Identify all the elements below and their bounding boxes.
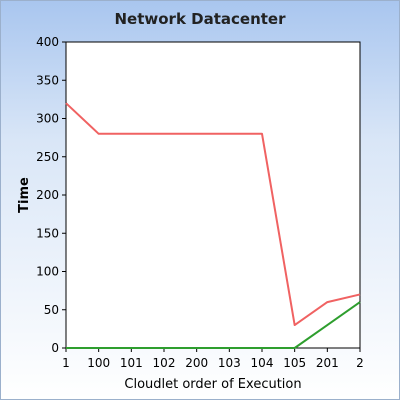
y-tick-label: 200: [36, 188, 59, 202]
y-tick-label: 100: [36, 265, 59, 279]
y-axis-label: Time: [17, 177, 32, 213]
y-tick-label: 150: [36, 226, 59, 240]
x-tick-label: 102: [153, 356, 176, 370]
x-tick-label: 1: [62, 356, 70, 370]
x-tick-label: 105: [283, 356, 306, 370]
x-tick-label: 100: [87, 356, 110, 370]
y-tick-label: 50: [44, 303, 59, 317]
y-tick-label: 350: [36, 73, 59, 87]
x-tick-label: 201: [316, 356, 339, 370]
y-tick-label: 300: [36, 112, 59, 126]
chart-title: Network Datacenter: [114, 10, 286, 28]
series-line-2: [66, 301, 361, 349]
plot-area: [65, 41, 361, 349]
y-tick-label: 250: [36, 150, 59, 164]
x-tick-label: 200: [185, 356, 208, 370]
series-lines: [65, 102, 361, 349]
y-axis: 0 50 100 150 200 250 300 350 400: [36, 35, 66, 355]
x-tick-label: 103: [218, 356, 241, 370]
x-tick-label: 2: [356, 356, 364, 370]
y-tick-label: 0: [51, 341, 59, 355]
x-tick-label: 101: [120, 356, 143, 370]
x-tick-label: 104: [251, 356, 274, 370]
series-line-1: [65, 102, 361, 327]
x-axis-label: Cloudlet order of Execution: [124, 377, 301, 392]
x-axis: 1 100 101 102 200 103 104 105 201 2: [62, 348, 364, 370]
y-tick-label: 400: [36, 35, 59, 49]
